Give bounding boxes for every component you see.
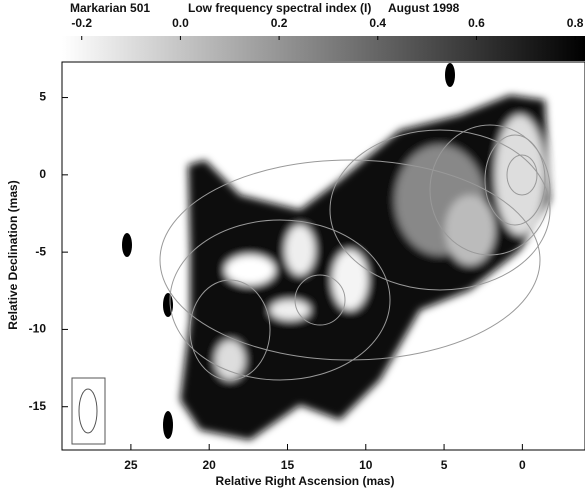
- colorbar-tick-label: 0.6: [468, 16, 485, 30]
- contours: [159, 124, 551, 381]
- x-tick-label: 25: [124, 458, 138, 472]
- colorbar: [62, 36, 585, 61]
- y-tick-label: 5: [39, 90, 46, 104]
- colorbar-tick-label: 0.2: [271, 16, 288, 30]
- y-tick-label: 0: [39, 167, 46, 181]
- title-part: Markarian 501: [70, 1, 150, 15]
- colorbar-tick-label: 0.0: [172, 16, 189, 30]
- spectral-map: [180, 95, 550, 440]
- x-tick-label: 5: [441, 458, 448, 472]
- x-axis-label: Relative Right Ascension (mas): [216, 474, 395, 488]
- beam: [78, 388, 98, 434]
- title-part: Low frequency spectral index (I): [188, 1, 371, 15]
- colorbar-tick-label: -0.2: [71, 16, 92, 30]
- y-tick-label: -5: [35, 244, 46, 258]
- y-tick-label: -15: [29, 399, 47, 413]
- colorbar-tick-label: 0.4: [369, 16, 386, 30]
- title-part: August 1998: [388, 1, 460, 15]
- x-tick-label: 20: [203, 458, 217, 472]
- x-tick-label: 15: [281, 458, 295, 472]
- outliers: [122, 63, 455, 439]
- x-tick-label: 10: [359, 458, 373, 472]
- colorbar-tick-label: 0.8: [567, 16, 584, 30]
- x-tick-label: 0: [519, 458, 526, 472]
- plot-frame: [61, 61, 585, 451]
- y-axis-label: Relative Declination (mas): [6, 180, 20, 329]
- y-tick-label: -10: [29, 322, 47, 336]
- beam-box: [71, 377, 106, 445]
